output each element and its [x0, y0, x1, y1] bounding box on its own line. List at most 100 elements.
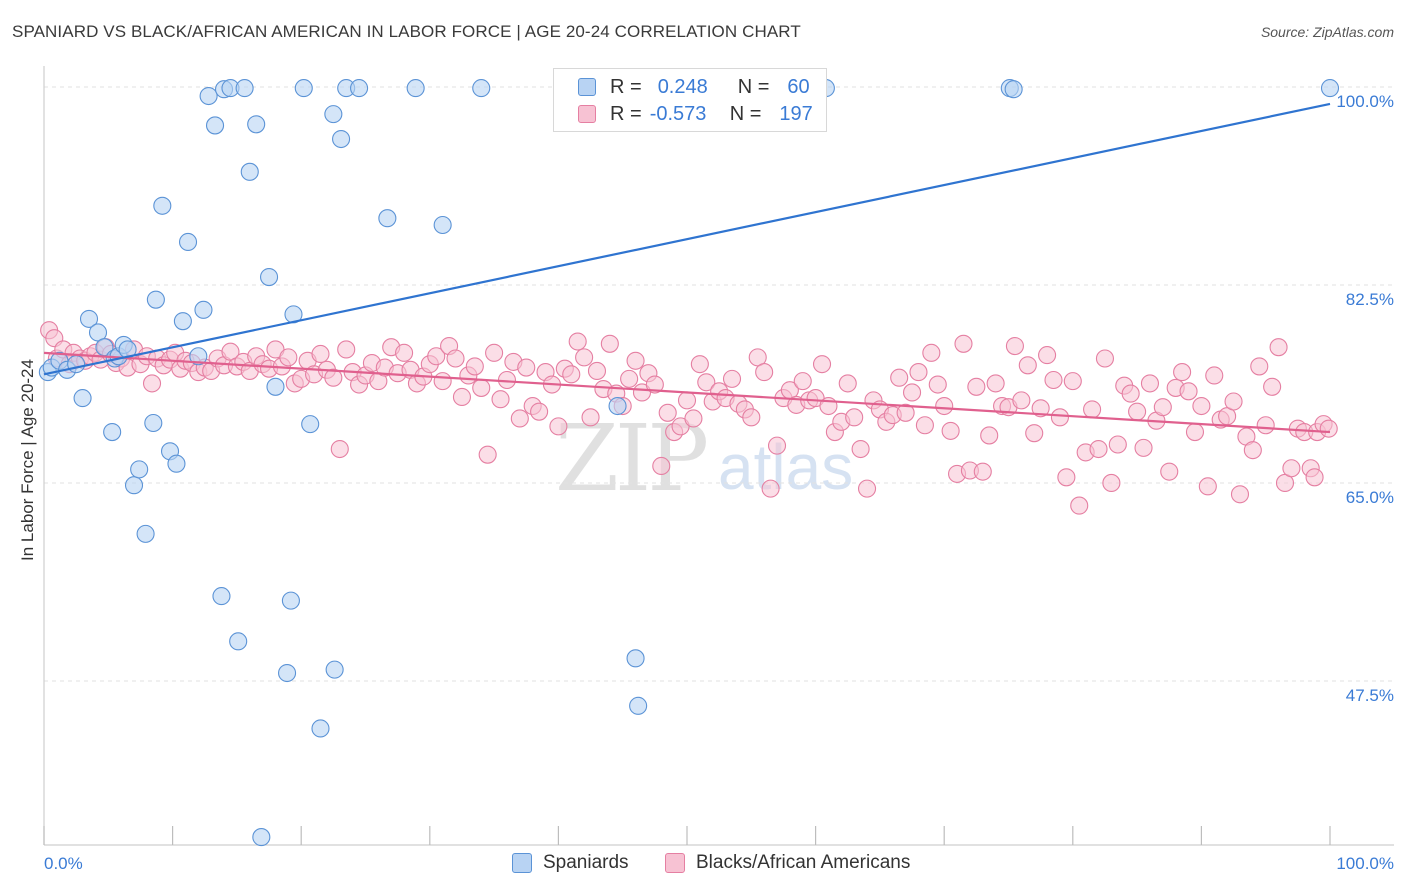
point-blacks [324, 368, 343, 387]
point-blacks [915, 416, 934, 435]
point-blacks [1083, 400, 1102, 419]
point-blacks [1012, 391, 1031, 410]
point-spaniards [626, 649, 645, 668]
point-blacks [581, 408, 600, 427]
point-blacks [433, 372, 452, 391]
point-blacks [472, 378, 491, 397]
point-blacks [954, 334, 973, 353]
point-spaniards [144, 413, 163, 433]
point-blacks [690, 355, 709, 374]
point-blacks [1205, 366, 1224, 385]
point-blacks [645, 375, 664, 394]
point-blacks [1256, 416, 1275, 435]
point-blacks [1070, 496, 1089, 515]
y-tick-label: 100.0% [1336, 92, 1394, 111]
y-tick-label: 47.5% [1346, 686, 1394, 705]
point-spaniards [1320, 79, 1340, 98]
point-blacks [587, 361, 607, 380]
point-spaniards [294, 79, 313, 98]
legend-swatch-spaniards [512, 853, 532, 873]
point-spaniards [350, 79, 369, 98]
point-blacks [980, 426, 999, 445]
point-spaniards [212, 587, 231, 606]
legend-row-blacks: R = -0.573 N = 197 [578, 102, 813, 126]
point-spaniards [266, 377, 285, 396]
point-blacks [1250, 357, 1269, 376]
series-spaniards-points [38, 79, 1340, 847]
legend-item-spaniards[interactable]: Spaniards [512, 852, 629, 874]
point-blacks [330, 439, 349, 459]
point-blacks [1044, 370, 1063, 390]
point-blacks [1319, 419, 1338, 438]
point-blacks [1179, 382, 1198, 401]
series-blacks-points [40, 321, 1338, 515]
legend-n-value: 60 [787, 75, 810, 98]
point-blacks [973, 462, 992, 481]
point-spaniards [178, 232, 198, 252]
point-blacks [1063, 372, 1082, 391]
point-blacks [1198, 477, 1217, 496]
legend-n-label: N = [729, 102, 762, 125]
point-spaniards [173, 312, 192, 331]
point-blacks [697, 373, 716, 392]
point-spaniards [247, 115, 266, 134]
legend-swatch-spaniards [578, 78, 596, 96]
point-blacks [928, 375, 947, 394]
legend-swatch-blacks [578, 105, 596, 123]
point-blacks [1134, 438, 1153, 457]
point-blacks [510, 409, 529, 428]
point-blacks [986, 374, 1005, 393]
source-label: Source: ZipAtlas.com [1260, 24, 1394, 40]
trend-line-spaniards [43, 102, 1331, 376]
point-spaniards [378, 209, 397, 228]
point-blacks [1230, 485, 1250, 504]
point-blacks [427, 347, 446, 366]
point-blacks [452, 387, 472, 407]
point-blacks [1173, 363, 1192, 382]
point-blacks [677, 391, 697, 410]
point-blacks [1108, 435, 1127, 454]
point-blacks [909, 363, 928, 382]
legend-item-blacks[interactable]: Blacks/African Americans [665, 852, 910, 874]
x-tick-label-max: 100.0% [1336, 854, 1394, 873]
legend-r-value: 0.248 [657, 75, 708, 98]
point-blacks [478, 445, 497, 464]
point-blacks [311, 344, 330, 364]
point-blacks [1050, 408, 1069, 427]
point-spaniards [199, 86, 218, 106]
point-blacks [465, 357, 484, 376]
point-blacks [902, 383, 922, 402]
point-spaniards [124, 476, 144, 495]
point-spaniards [205, 116, 225, 135]
point-blacks [1102, 473, 1121, 493]
point-blacks [562, 365, 581, 384]
point-spaniards [194, 300, 213, 319]
point-blacks [1089, 439, 1108, 459]
series-legend: Spaniards Blacks/African Americans [0, 852, 1406, 878]
point-blacks [761, 479, 780, 498]
point-blacks [491, 390, 510, 409]
legend-r-label: R = [610, 75, 642, 98]
point-blacks [337, 340, 356, 359]
point-blacks [857, 479, 877, 498]
point-blacks [1224, 392, 1243, 411]
point-blacks [896, 403, 915, 422]
point-spaniards [130, 460, 149, 479]
point-blacks [851, 439, 870, 459]
legend-label-blacks: Blacks/African Americans [696, 852, 911, 873]
point-spaniards [259, 267, 279, 287]
y-axis-label: In Labor Force | Age 20-24 [18, 359, 37, 561]
point-blacks [1160, 462, 1179, 481]
legend-r-label: R = [610, 102, 642, 125]
point-spaniards [311, 719, 330, 738]
point-blacks [812, 355, 832, 374]
point-blacks [1140, 374, 1160, 393]
point-blacks [755, 363, 774, 382]
point-blacks [1263, 377, 1282, 396]
point-blacks [935, 396, 954, 416]
point-blacks [485, 343, 504, 362]
point-blacks [684, 409, 703, 428]
point-blacks [620, 369, 639, 388]
point-blacks [530, 402, 549, 421]
